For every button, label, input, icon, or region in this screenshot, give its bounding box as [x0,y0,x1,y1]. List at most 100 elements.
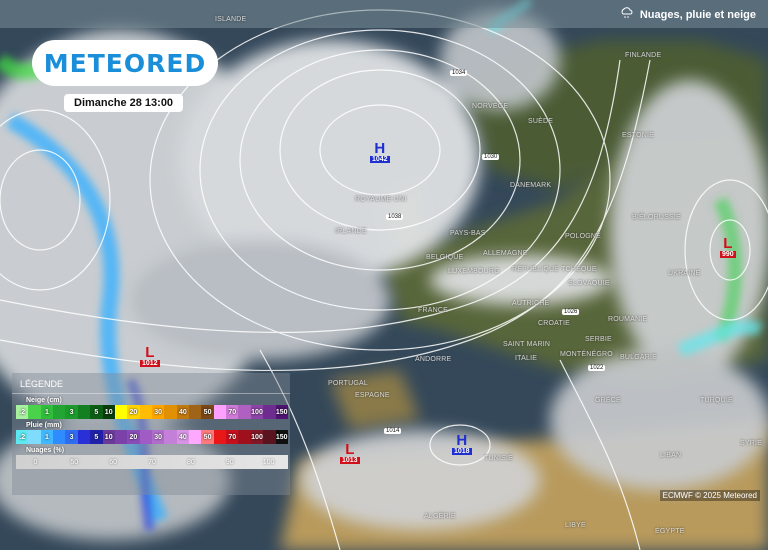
rain-scale: .2 1 3 5 10 20 30 40 50 70 100 150 [16,430,288,444]
rain-scale-step [53,430,66,444]
rain-scale-step [28,430,41,444]
isobar-label: 1022 [588,365,606,371]
country-label: AUTRICHE [512,300,550,307]
country-label: ESPAGNE [355,392,390,399]
rain-scale-step: .2 [16,430,29,444]
clouds-scale-step: 0 [33,458,38,466]
country-label: ALLEMAGNE [483,250,528,257]
country-label: PORTUGAL [328,380,368,387]
snow-scale-step [213,405,227,419]
country-label: SUÈDE [528,118,554,125]
rain-scale-step: 40 [176,430,190,444]
credit-text: ECMWF © 2025 Meteored [659,490,760,501]
country-label: ÉGYPTE [655,528,685,535]
country-label: SYRIE [740,440,763,447]
clouds-scale-step: 70 [148,458,156,466]
country-label: PAYS-BAS [450,230,486,237]
country-label: SAINT MARIN [503,341,551,348]
clouds-scale-step: 90 [225,458,234,466]
clouds-scale-step: 60 [109,458,118,466]
country-label: ROYAUME-UNI [355,196,407,203]
isobar-label: 1038 [386,214,404,220]
snow-scale-step: 100 [250,405,264,419]
clouds-scale-step: 80 [186,458,195,466]
country-label: GRÈCE [595,397,621,404]
low-pressure-marker[interactable]: L 990 [720,235,736,258]
layer-title[interactable]: Nuages, pluie et neige [620,7,756,22]
country-label: MONTÉNÉGRO [560,351,613,358]
rain-scale-step: 3 [65,430,78,444]
snow-scale-step: 5 [90,405,103,419]
rain-scale-step: 5 [90,430,103,444]
snow-scale-step [238,405,251,419]
high-pressure-marker[interactable]: H 1042 [370,140,390,163]
cloud-layer [0,10,768,540]
clouds-scale-step: 50 [70,458,79,466]
country-label: SLOVAQUIE [568,280,610,287]
isobar-label: 1014 [384,428,402,434]
country-label: TUNISIE [484,455,514,462]
rain-scale-step [114,430,128,444]
snow-legend-label: Neige (cm) [26,397,62,404]
country-label: ITALIE [515,355,538,362]
cloud-scale: 0 50 60 70 80 90 100 [16,455,288,469]
country-label: BULGARIE [620,354,657,361]
country-label: BELGIQUE [426,254,464,261]
country-label: ALGÉRIE [424,513,456,520]
rain-scale-step: 100 [250,430,264,444]
snow-scale-step [139,405,152,419]
rain-scale-step: 70 [226,430,239,444]
country-label: UKRAINE [668,270,701,277]
snow-scale-step: 10 [102,405,115,419]
low-pressure-marker[interactable]: L 1013 [340,441,360,464]
country-label: POLOGNE [565,233,602,240]
legend-title: LÉGENDE [12,373,290,394]
country-label: IRLANDE [335,228,367,235]
country-label: LUXEMBOURG [448,268,500,275]
country-label: BIÉLORUSSIE [632,214,681,221]
country-label: FINLANDE [625,52,662,59]
country-label: TURQUIE [700,397,733,404]
country-label: ROUMANIE [608,316,648,323]
snow-scale-step: 20 [127,405,140,419]
country-label: ESTONIE [622,132,655,139]
rain-scale-step [238,430,251,444]
isobar-label: 1030 [482,154,500,160]
snow-scale-step: 3 [65,405,78,419]
snow-scale-step: 40 [176,405,190,419]
snow-scale-step [164,405,177,419]
country-label: LIBAN [660,452,682,459]
forecast-date: Dimanche 28 13:00 [64,94,184,112]
country-label: LIBYE [565,522,586,529]
snow-scale-step: 30 [151,405,165,419]
snow-scale-step [189,405,202,419]
snow-scale-step [114,405,128,419]
rain-scale-step: 1 [40,430,54,444]
snow-scale: .2 1 3 5 10 20 30 40 50 70 100 150 [16,405,288,419]
snow-scale-step: 150 [275,405,288,419]
rain-scale-step: 50 [201,430,214,444]
isobar-label: 1034 [450,70,468,76]
snow-scale-step: 1 [40,405,54,419]
rain-scale-step [213,430,227,444]
rain-scale-step: 10 [102,430,115,444]
country-label: RÉPUBLIQUE TCHÈQUE [512,266,597,273]
rain-scale-step: 150 [275,430,288,444]
rain-scale-step [139,430,152,444]
country-label: DANEMARK [510,182,552,189]
cloud-legend-label: Nuages (%) [26,447,65,454]
high-pressure-marker[interactable]: H 1018 [452,432,472,455]
low-pressure-marker[interactable]: L 1012 [140,344,160,367]
layer-title-text: Nuages, pluie et neige [639,8,756,21]
country-label: NORVÈGE [472,103,509,110]
header-bar: Nuages, pluie et neige [0,0,768,28]
rain-scale-step: 20 [127,430,140,444]
country-label: ISLANDE [215,16,247,23]
meteored-logo[interactable]: METEORED [32,40,218,86]
legend-panel: LÉGENDE Neige (cm) .2 1 3 5 10 20 30 40 50 70 100 1… [12,373,290,495]
rain-legend-label: Pluie (mm) [26,422,62,429]
cloud-rain-icon [620,7,634,22]
snow-scale-step: 50 [201,405,214,419]
country-label: FRANCE [418,307,448,314]
